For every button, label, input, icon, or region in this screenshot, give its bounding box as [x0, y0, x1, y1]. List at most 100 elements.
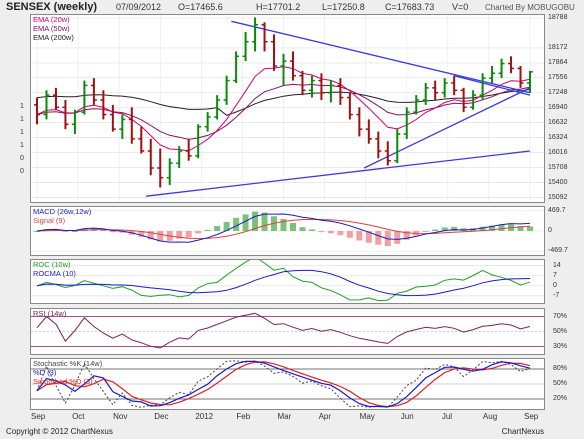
macd-histogram-bar [299, 227, 306, 231]
macd-histogram-bar [223, 222, 230, 231]
y-tick-label: 469.7 [548, 206, 566, 214]
roc-panel [30, 256, 545, 304]
macd-histogram-bar [289, 222, 296, 231]
stoch-panel [30, 358, 545, 410]
legend-stoch-sd: Smoothed %D (3) [33, 377, 93, 386]
macd-histogram-bar [71, 230, 78, 232]
y-tick-label: 1 [20, 116, 24, 123]
header-low: L=17250.8 [322, 2, 365, 12]
macd-histogram-bar [479, 226, 486, 231]
ohlc-bar [34, 97, 40, 125]
y-tick-label: 50% [553, 327, 568, 335]
y-tick-label: 16016 [548, 148, 568, 156]
macd-histogram-bar [498, 224, 505, 231]
y-tick-label: 17864 [548, 58, 568, 66]
trend-line [231, 20, 531, 94]
y-tick-label: 1 [20, 103, 24, 110]
y-tick-label: 16632 [548, 118, 568, 126]
trend-line [145, 150, 531, 197]
ohlc-bar [128, 107, 135, 144]
ohlc-bar [100, 90, 107, 120]
ohlc-bar [166, 158, 173, 185]
ohlc-bar [375, 131, 382, 159]
header-close: C=17683.73 [385, 2, 435, 12]
price-panel [30, 14, 545, 203]
y-tick-label: 16324 [548, 133, 568, 141]
stoch-d-line [36, 360, 531, 408]
macd-histogram-bar [214, 226, 221, 231]
y-tick-label: 14 [553, 261, 561, 269]
macd-histogram-bar [185, 231, 192, 238]
ohlc-bar [157, 148, 164, 188]
macd-histogram-bar [441, 227, 448, 231]
macd-line [36, 213, 531, 243]
x-tick-label: 2012 [195, 412, 214, 421]
ohlc-bar [176, 146, 183, 168]
x-tick-label: Apr [318, 412, 332, 421]
stoch-smoothed-d-line [36, 361, 531, 408]
y-tick-label: 0 [20, 155, 24, 162]
ohlc-bar [109, 104, 116, 132]
macd-histogram-bar [527, 226, 533, 231]
y-tick-label: 70% [553, 312, 568, 320]
y-tick-label: 80% [553, 365, 568, 372]
y-tick-label: -7 [553, 291, 560, 299]
y-tick-label: 0 [548, 227, 552, 234]
macd-histogram-bar [489, 225, 496, 231]
macd-chart-svg [31, 210, 544, 252]
macd-histogram-bar [119, 231, 126, 233]
legend-signal: Signal (9) [33, 216, 66, 225]
x-tick-label: May [359, 412, 375, 421]
y-tick-label: 0 [553, 281, 557, 289]
rsi-line [36, 312, 531, 349]
x-tick-label: Sep [524, 412, 539, 421]
roc-chart-svg [31, 256, 544, 302]
ohlc-bar [441, 78, 448, 98]
rsi-panel [30, 308, 545, 355]
macd-histogram-bar [62, 231, 69, 232]
ohlc-bar [299, 70, 306, 96]
macd-histogram-bar [195, 231, 202, 234]
ohlc-bar [517, 66, 524, 88]
ohlc-bar [223, 75, 230, 105]
macd-histogram-bar [517, 226, 524, 231]
ohlc-bar [185, 138, 192, 161]
y-tick-label: 17556 [548, 73, 568, 81]
y-tick-label: 18172 [548, 43, 568, 51]
ohlc-bar [252, 17, 259, 52]
legend-ema50: EMA (50w) [33, 24, 70, 33]
header-date: 07/09/2012 [116, 2, 162, 12]
ohlc-bar [195, 124, 202, 159]
ohlc-bar [337, 78, 344, 105]
ohlc-bar [271, 34, 278, 71]
macd-histogram-bar [327, 231, 334, 234]
charted-by: Charted By MOBUGOBU [485, 3, 575, 12]
copyright-text: Copyright © 2012 ChartNexus [6, 427, 113, 436]
macd-histogram-bar [261, 212, 268, 231]
ema200-line [36, 89, 531, 116]
macd-histogram-bar [451, 226, 458, 231]
macd-histogram-bar [109, 231, 116, 233]
y-tick-label: 15708 [548, 163, 568, 171]
ohlc-bar [214, 95, 221, 120]
ohlc-bar [119, 114, 126, 139]
macd-histogram-bar [252, 211, 259, 231]
watermark-text: ChartNexus [501, 427, 544, 436]
ohlc-bar [327, 80, 334, 103]
ohlc-bar [479, 73, 486, 100]
ohlc-bar [365, 119, 372, 144]
ohlc-bar [308, 75, 315, 98]
ohlc-bar [394, 129, 401, 164]
legend-roc: ROC (10w) [33, 260, 71, 269]
macd-histogram-bar [147, 231, 154, 240]
ohlc-bar [460, 87, 467, 113]
y-tick-label: 7 [553, 271, 557, 279]
macd-histogram-bar [318, 231, 325, 233]
ohlc-bar [280, 53, 287, 86]
macd-histogram-bar [365, 231, 372, 243]
ohlc-bar [489, 66, 496, 83]
y-tick-label: 15400 [548, 178, 568, 186]
x-tick-label: Aug [482, 412, 498, 421]
macd-histogram-bar [403, 231, 410, 240]
ohlc-bar [356, 107, 363, 137]
